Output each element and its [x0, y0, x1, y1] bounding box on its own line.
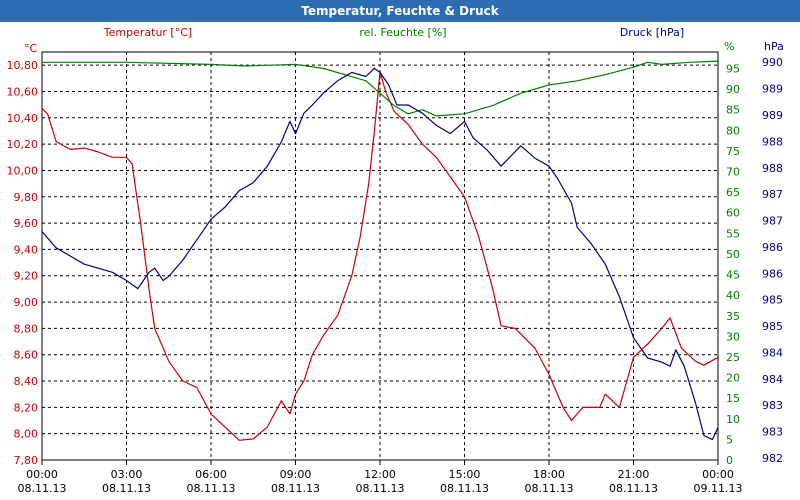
pressure-tick-label: 988: [762, 135, 783, 148]
humidity-tick-label: 85: [726, 104, 740, 117]
pressure-tick-label: 982: [762, 452, 783, 465]
humidity-tick-label: 80: [726, 124, 740, 137]
humidity-tick-label: 70: [726, 166, 740, 179]
pressure-tick-label: 989: [762, 83, 783, 96]
humidity-tick-label: 20: [726, 372, 740, 385]
pressure-tick-label: 985: [762, 320, 783, 333]
humidity-tick-label: 90: [726, 83, 740, 96]
temperature-tick-label: 8,20: [14, 401, 39, 414]
x-tick-date-label: 08.11.13: [271, 482, 320, 495]
humidity-tick-label: 75: [726, 145, 740, 158]
humidity-tick-label: 40: [726, 289, 740, 302]
pressure-tick-label: 983: [762, 399, 783, 412]
humidity-tick-label: 65: [726, 186, 740, 199]
window-title-bar: Temperatur, Feuchte & Druck: [0, 0, 800, 22]
temperature-axis-title: Temperatur [°C]: [103, 26, 192, 39]
humidity-tick-label: 10: [726, 413, 740, 426]
pressure-tick-label: 987: [762, 215, 783, 228]
humidity-tick-label: 25: [726, 351, 740, 364]
pressure-unit-label: hPa: [764, 40, 784, 53]
chart-area: 7,80 8,00 8,20 8,40 8,60 8,80 9,00 9,20 9,40 9,60…: [7, 26, 784, 495]
temperature-tick-label: 8,80: [14, 322, 39, 335]
humidity-unit-label: %: [724, 40, 734, 53]
pressure-tick-label: 984: [762, 373, 783, 386]
x-tick-date-label: 08.11.13: [356, 482, 405, 495]
humidity-series-line: [42, 60, 719, 117]
temperature-tick-label: 10,40: [7, 112, 39, 125]
temperature-tick-label: 10,00: [7, 164, 39, 177]
x-tick-time-label: 03:00: [111, 468, 143, 481]
temperature-series-line: [41, 71, 719, 441]
pressure-tick-label: 986: [762, 241, 783, 254]
x-tick-time-label: 18:00: [533, 468, 565, 481]
pressure-series-line: [41, 67, 719, 441]
x-tick-time-label: 21:00: [618, 468, 650, 481]
temperature-tick-label: 10,60: [7, 85, 39, 98]
humidity-tick-label: 60: [726, 207, 740, 220]
humidity-tick-label: 5: [726, 433, 733, 446]
humidity-tick-label: 0: [726, 454, 733, 467]
pressure-tick-label: 988: [762, 162, 783, 175]
temperature-tick-label: 10,20: [7, 138, 39, 151]
x-tick-time-label: 15:00: [449, 468, 481, 481]
x-tick-date-label: 08.11.13: [525, 482, 574, 495]
x-tick-date-label: 08.11.13: [18, 482, 67, 495]
pressure-tick-label: 985: [762, 294, 783, 307]
x-tick-date-label: 09.11.13: [694, 482, 743, 495]
humidity-tick-label: 55: [726, 227, 740, 240]
temperature-tick-label: 9,20: [14, 270, 39, 283]
pressure-tick-label: 989: [762, 109, 783, 122]
humidity-tick-label: 30: [726, 330, 740, 343]
humidity-tick-label: 35: [726, 310, 740, 323]
temperature-tick-label: 9,00: [14, 296, 39, 309]
temperature-tick-label: 10,80: [7, 59, 39, 72]
temperature-tick-label: 9,60: [14, 217, 39, 230]
humidity-tick-label: 95: [726, 62, 740, 75]
pressure-tick-label: 987: [762, 188, 783, 201]
x-tick-date-label: 08.11.13: [102, 482, 151, 495]
pressure-tick-label: 986: [762, 267, 783, 280]
temperature-tick-label: 8,40: [14, 375, 39, 388]
pressure-tick-label: 984: [762, 346, 783, 359]
temperature-tick-label: 9,40: [14, 243, 39, 256]
humidity-tick-label: 15: [726, 392, 740, 405]
x-tick-time-label: 12:00: [364, 468, 396, 481]
humidity-axis-title: rel. Feuchte [%]: [359, 26, 446, 39]
temperature-tick-label: 7,80: [14, 454, 39, 467]
temperature-tick-label: 8,00: [14, 428, 39, 441]
pressure-axis-title: Druck [hPa]: [620, 26, 684, 39]
humidity-tick-label: 50: [726, 248, 740, 261]
x-tick-date-label: 08.11.13: [440, 482, 489, 495]
temperature-tick-label: 9,80: [14, 191, 39, 204]
pressure-tick-label: 990: [762, 56, 783, 69]
temperature-tick-label: 8,60: [14, 349, 39, 362]
pressure-tick-label: 983: [762, 426, 783, 439]
x-tick-date-label: 08.11.13: [609, 482, 658, 495]
x-tick-time-label: 00:00: [702, 468, 734, 481]
temperature-unit-label: °C: [24, 42, 38, 55]
x-tick-date-label: 08.11.13: [187, 482, 236, 495]
window-title: Temperatur, Feuchte & Druck: [301, 4, 499, 18]
x-tick-time-label: 00:00: [26, 468, 58, 481]
x-tick-time-label: 06:00: [195, 468, 227, 481]
humidity-tick-label: 45: [726, 269, 740, 282]
x-tick-time-label: 09:00: [280, 468, 312, 481]
